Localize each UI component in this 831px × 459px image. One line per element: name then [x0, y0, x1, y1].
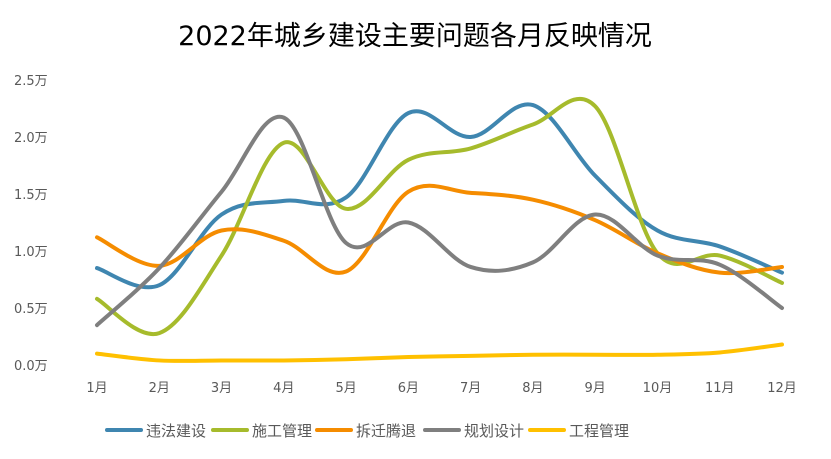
legend-item: 工程管理: [528, 422, 629, 440]
x-tick-label: 5月: [335, 381, 356, 396]
legend-label: 拆迁腾退: [356, 422, 416, 440]
legend-label: 施工管理: [252, 422, 312, 440]
legend-label: 违法建设: [146, 422, 206, 440]
legend-label: 工程管理: [569, 422, 629, 440]
x-tick-label: 6月: [398, 381, 419, 396]
y-tick-label: 0.0万: [14, 359, 48, 374]
y-tick-label: 0.5万: [14, 302, 48, 317]
legend-item: 施工管理: [211, 422, 312, 440]
series-line-拆迁腾退: [95, 183, 784, 276]
y-tick-label: 1.0万: [14, 245, 48, 260]
x-tick-label: 9月: [585, 381, 606, 396]
series-line-违法建设: [95, 102, 784, 290]
x-tick-label: 4月: [273, 381, 294, 396]
legend-item: 拆迁腾退: [315, 422, 416, 440]
x-tick-label: 10月: [643, 381, 673, 396]
series-line-工程管理: [95, 342, 784, 363]
legend-item: 规划设计: [423, 422, 524, 440]
y-tick-label: 2.0万: [14, 131, 48, 146]
y-tick-label: 2.5万: [14, 74, 48, 89]
x-tick-label: 2月: [149, 381, 170, 396]
x-tick-label: 3月: [211, 381, 232, 396]
legend-item: 违法建设: [105, 422, 206, 440]
x-tick-label: 8月: [522, 381, 543, 396]
legend-label: 规划设计: [464, 422, 524, 440]
chart-title: 2022年城乡建设主要问题各月反映情况: [178, 21, 652, 52]
y-tick-label: 1.5万: [14, 188, 48, 203]
x-tick-label: 7月: [460, 381, 481, 396]
x-tick-label: 11月: [705, 381, 735, 396]
x-tick-label: 12月: [767, 381, 797, 396]
x-tick-label: 1月: [86, 381, 107, 396]
series-line-规划设计: [95, 114, 784, 328]
